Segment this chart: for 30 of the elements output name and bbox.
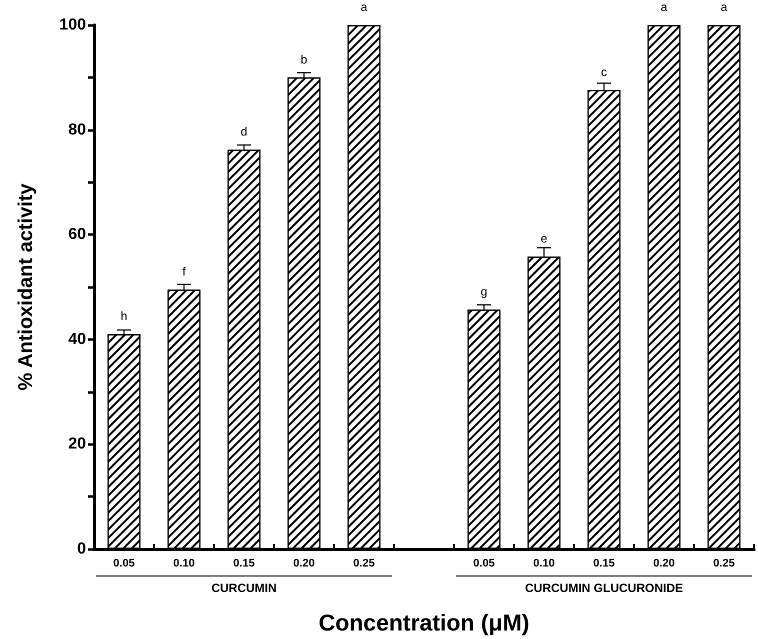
x-tick-label: 0.05 xyxy=(113,558,135,570)
y-axis-title: % Antioxidant activity xyxy=(15,182,37,391)
x-tick-label: 0.25 xyxy=(713,558,735,570)
x-tick-label: 0.10 xyxy=(173,558,195,570)
data-label: e xyxy=(540,232,548,246)
y-tick-label: 40 xyxy=(68,330,86,348)
data-label: a xyxy=(660,0,668,14)
data-label: a xyxy=(720,0,728,14)
x-tick-label: 0.20 xyxy=(653,558,675,570)
x-tick-label: 0.25 xyxy=(353,558,375,570)
x-tick-label: 0.10 xyxy=(533,558,555,570)
x-tick-label: 0.15 xyxy=(233,558,255,570)
y-tick-label: 0 xyxy=(77,540,86,558)
data-label: f xyxy=(182,264,186,279)
x-tick-label: 0.05 xyxy=(473,558,495,570)
data-label: g xyxy=(480,284,488,299)
text: CURCUMIN GLUCURONIDE xyxy=(525,581,683,595)
data-label: a xyxy=(360,0,368,14)
y-tick-label: 20 xyxy=(68,436,86,453)
x-tick-label: 0.15 xyxy=(593,558,615,570)
x-tick-label: 0.20 xyxy=(293,558,315,570)
data-label: d xyxy=(240,124,248,139)
y-tick-label: 100 xyxy=(59,16,86,34)
data-label: b xyxy=(300,52,308,66)
y-tick-label: 80 xyxy=(68,121,86,138)
data-label: h xyxy=(120,309,128,324)
y-tick-label: 60 xyxy=(68,226,86,244)
x-axis-title: Concentration (μM) xyxy=(318,610,530,636)
text: CURCUMIN xyxy=(211,581,277,595)
data-label: c xyxy=(601,64,607,79)
